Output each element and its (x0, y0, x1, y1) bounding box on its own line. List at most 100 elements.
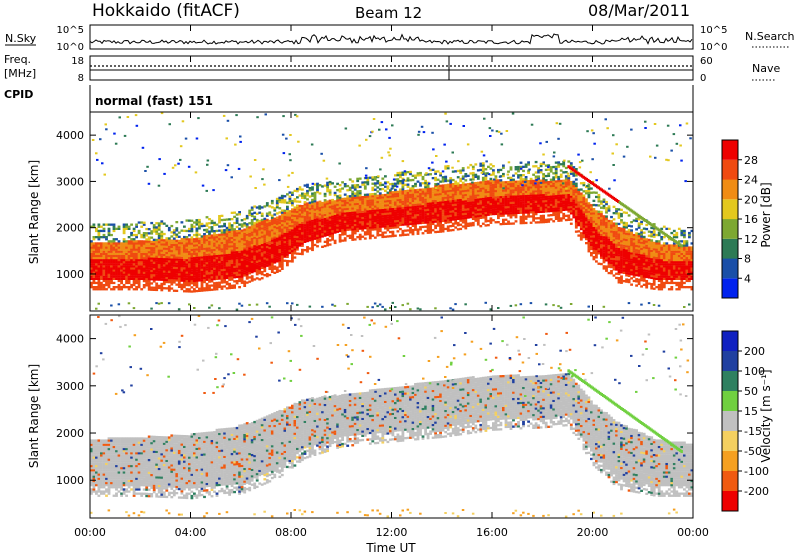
power-cell (522, 190, 525, 193)
power-cell (494, 194, 498, 197)
power-cell (419, 182, 422, 185)
power-cell (220, 271, 224, 274)
power-cell (283, 253, 287, 256)
power-cell (270, 237, 274, 240)
power-cell (504, 181, 508, 184)
power-cell (336, 209, 339, 213)
power-cell (399, 180, 402, 183)
power-cell (532, 198, 535, 201)
power-cell (391, 195, 395, 198)
power-cell (416, 172, 420, 175)
power-cell (218, 215, 221, 218)
power-cell (481, 183, 485, 186)
power-cell (255, 258, 259, 261)
power-cell (293, 231, 297, 234)
power-cell (381, 187, 385, 191)
power-cell (519, 190, 523, 194)
power-cell (499, 181, 503, 184)
power-cell (235, 232, 239, 235)
power-cell (301, 215, 304, 218)
power-cell (469, 172, 473, 175)
power-cell (401, 188, 405, 191)
power-cell (220, 256, 224, 259)
power-cell (378, 223, 382, 226)
power-cell (436, 201, 440, 204)
power-cell (574, 207, 578, 210)
power-cell (409, 199, 412, 203)
power-cell (391, 209, 395, 213)
power-cell (529, 186, 533, 189)
power-cell (245, 252, 249, 255)
power-cell (213, 248, 216, 252)
power-cell (564, 198, 568, 201)
power-cell (376, 180, 380, 183)
power-cell (532, 217, 535, 220)
power-cell (459, 177, 463, 181)
power-cell (567, 193, 571, 196)
power-cell (162, 264, 166, 267)
power-cell (208, 232, 211, 235)
power-cell (183, 269, 186, 272)
power-cell (248, 228, 252, 231)
power-cell (263, 265, 267, 268)
power-cell (306, 221, 309, 224)
power-cell (167, 229, 171, 232)
power-cell (479, 216, 483, 219)
power-cell (193, 258, 196, 262)
power-cell (394, 190, 397, 194)
power-cell (552, 199, 556, 202)
power-cell (471, 199, 475, 202)
power-cell (492, 165, 495, 168)
power-cell (253, 226, 257, 229)
power-cell (160, 245, 164, 248)
power-cell (253, 261, 257, 264)
power-cell (376, 211, 380, 214)
power-cell (233, 269, 236, 273)
power-cell (436, 205, 440, 208)
power-cell (225, 228, 229, 232)
power-cell (409, 193, 412, 196)
power-cell (140, 254, 144, 258)
power-cell (512, 214, 515, 217)
power-cell (243, 253, 247, 256)
power-cell (160, 247, 164, 250)
power-cell (137, 248, 141, 251)
power-cell (323, 203, 327, 206)
power-cell (132, 227, 136, 230)
power-cell (157, 236, 161, 240)
power-cell (291, 210, 294, 213)
power-cell (572, 191, 576, 194)
power-cell (517, 190, 520, 194)
power-cell (366, 195, 370, 198)
power-cell (409, 214, 412, 217)
power-cell (389, 224, 392, 227)
power-cell (328, 208, 332, 211)
power-cell (401, 215, 405, 218)
power-cell (263, 234, 267, 237)
power-cell (474, 207, 478, 210)
power-cell (509, 201, 513, 204)
power-cell (348, 234, 352, 237)
power-cell (436, 230, 440, 233)
power-cell (255, 248, 259, 251)
power-cell (135, 246, 138, 249)
power-cell (333, 227, 337, 230)
power-cell (140, 256, 144, 260)
power-cell (258, 240, 262, 243)
power-cell (414, 218, 417, 221)
power-cell (175, 229, 179, 232)
power-cell (537, 210, 540, 214)
power-cell (464, 206, 468, 209)
power-cell (356, 190, 360, 193)
power-cell (298, 213, 302, 216)
power-cell (544, 181, 548, 184)
power-cell (333, 239, 337, 242)
power-cell (137, 275, 141, 278)
power-cell (150, 249, 154, 252)
power-cell (180, 250, 184, 253)
power-cell (502, 181, 505, 184)
power-cell (210, 244, 214, 248)
power-cell (514, 205, 518, 208)
power-cell (331, 207, 334, 210)
power-cell (117, 250, 121, 253)
